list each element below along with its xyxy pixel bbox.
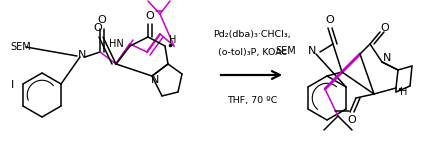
Text: O: O — [146, 11, 155, 21]
Text: O: O — [326, 15, 334, 25]
Text: N: N — [78, 50, 86, 60]
Text: HN: HN — [108, 39, 123, 49]
Text: SEM: SEM — [10, 42, 31, 52]
Text: O: O — [348, 115, 356, 125]
Text: N: N — [308, 46, 316, 56]
Text: I: I — [10, 80, 13, 90]
Text: H: H — [400, 87, 408, 97]
Text: Pd₂(dba)₃·CHCl₃,: Pd₂(dba)₃·CHCl₃, — [213, 31, 291, 39]
Text: O: O — [94, 23, 102, 33]
Text: SEM: SEM — [275, 46, 296, 56]
Text: H: H — [169, 35, 177, 45]
Text: O: O — [98, 15, 106, 25]
Text: O: O — [381, 23, 389, 33]
Text: N: N — [383, 53, 391, 63]
Text: N: N — [151, 75, 159, 85]
Text: (ο-tol)₃P, KOAc: (ο-tol)₃P, KOAc — [217, 48, 286, 56]
Text: THF, 70 ºC: THF, 70 ºC — [227, 95, 277, 105]
